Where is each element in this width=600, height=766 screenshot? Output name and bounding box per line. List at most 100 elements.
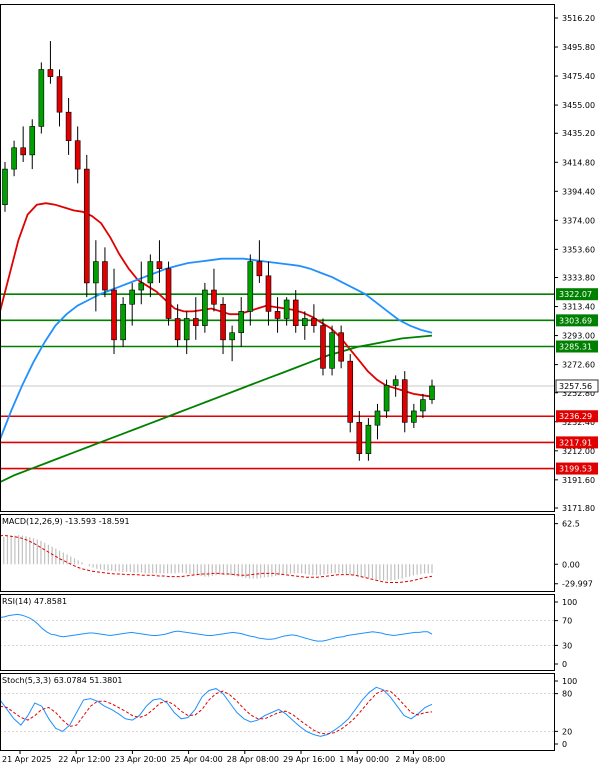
candle-body <box>202 289 208 326</box>
level-tag: 3303.69 <box>556 314 598 327</box>
price-tick-label: 3455.00 <box>562 101 595 110</box>
candle <box>320 318 326 376</box>
candle <box>211 268 217 312</box>
candle-body <box>320 325 326 369</box>
macd-tick-label: 62.5 <box>562 520 580 529</box>
candle <box>283 297 290 326</box>
candle-body <box>138 282 145 291</box>
candle <box>429 379 435 404</box>
moving-average-line <box>0 334 433 483</box>
price-tick-label: 3212.00 <box>562 447 595 456</box>
level-tag: 3236.29 <box>556 410 598 423</box>
stochastic-pane[interactable]: Stoch(5,3,3) 63.0784 51.3801 100 80 20 0 <box>0 676 577 749</box>
price-tick-label: 3313.40 <box>562 303 595 312</box>
level-tag-box <box>556 410 598 423</box>
candle <box>202 282 208 333</box>
level-tag: 3199.53 <box>556 462 598 475</box>
time-tick-label: 2 May 08:00 <box>395 755 445 764</box>
candle-body <box>2 168 8 205</box>
candle-body <box>383 385 390 412</box>
stochastic-title: Stoch(5,3,3) 63.0784 51.3801 <box>2 676 122 685</box>
level-tag-box <box>556 340 598 353</box>
level-tag-label: 3303.69 <box>559 316 592 325</box>
macd-tick-label: -29.997 <box>562 580 593 589</box>
candle <box>256 240 263 283</box>
candle-body <box>20 147 26 156</box>
price-pane[interactable]: 3516.20 3495.80 3475.40 3455.00 3435.20 3414.… <box>0 14 599 513</box>
candle <box>120 297 126 347</box>
price-axis: 3516.20 3495.80 3475.40 3455.00 3435.20 3414.… <box>554 14 595 513</box>
price-tick-label: 3333.80 <box>562 274 595 283</box>
candle-body <box>56 76 63 113</box>
candle <box>411 403 417 429</box>
macd-pane[interactable]: MACD(12,26,9) -13.593 -18.591 62.5 0.00 -2… <box>0 517 593 589</box>
candle-body <box>156 261 163 269</box>
candle-body <box>11 147 17 170</box>
moving-average-line <box>0 202 433 398</box>
price-tick-label: 3394.40 <box>562 187 595 196</box>
rsi-tick-label: 0 <box>562 660 567 669</box>
candle-body <box>74 140 81 170</box>
candle <box>374 403 381 440</box>
time-tick-label: 22 Apr 12:00 <box>58 755 110 764</box>
time-tick-label: 28 Apr 08:00 <box>227 755 279 764</box>
candle <box>401 371 408 433</box>
candle <box>356 410 363 461</box>
price-tick-label: 3374.00 <box>562 216 595 225</box>
candle <box>265 261 272 326</box>
candle <box>274 297 281 333</box>
candle <box>220 297 226 355</box>
candle <box>156 240 163 283</box>
candle-body <box>356 422 363 454</box>
time-tick-label: 25 Apr 04:00 <box>171 755 223 764</box>
price-tick-label: 3252.80 <box>562 389 595 398</box>
candle <box>347 354 354 433</box>
macd-tick-label: 0.00 <box>562 560 580 569</box>
candle-body <box>311 318 317 326</box>
level-tag-box <box>556 462 598 475</box>
candle <box>47 41 54 84</box>
candle <box>83 154 90 298</box>
current-price-label: 3257.56 <box>559 382 592 391</box>
candle-body <box>329 332 335 369</box>
price-tick-label: 3495.80 <box>562 43 595 52</box>
level-tag-label: 3199.53 <box>559 465 592 474</box>
price-tick-label: 3191.60 <box>562 476 595 485</box>
candle-body <box>247 261 254 312</box>
price-tick-label: 3293.00 <box>562 332 595 341</box>
candle-body <box>102 261 108 291</box>
candle <box>38 62 45 134</box>
candle <box>11 140 17 177</box>
macd-histogram <box>0 535 433 581</box>
rsi-tick-label: 100 <box>562 598 577 607</box>
rsi-pane[interactable]: RSI(14) 47.8581 100 70 30 0 <box>0 597 577 669</box>
stochastic-tick-label: 80 <box>562 690 572 699</box>
candle-body <box>265 275 272 312</box>
candle <box>65 97 72 155</box>
rsi-path <box>0 613 433 642</box>
candle <box>138 261 145 305</box>
candle <box>392 375 399 397</box>
candle-body <box>120 303 126 341</box>
price-tick-label: 3353.60 <box>562 245 595 254</box>
stochastic-k-path <box>0 686 433 737</box>
candle-body <box>29 126 36 156</box>
candle-body <box>365 424 372 454</box>
candle-body <box>129 289 135 305</box>
candle <box>238 297 245 347</box>
candle-body <box>283 299 290 319</box>
candle-body <box>183 318 190 341</box>
candle-body <box>165 268 172 319</box>
stochastic-lines <box>0 686 554 737</box>
candle <box>229 325 235 362</box>
macd-title: MACD(12,26,9) -13.593 -18.591 <box>2 517 130 526</box>
price-tick-label: 3171.80 <box>562 504 595 513</box>
candle-body <box>192 318 199 326</box>
level-tag: 3322.07 <box>556 288 598 301</box>
current-price-box <box>555 379 599 393</box>
rsi-frame <box>0 594 555 671</box>
candle-body <box>93 261 99 284</box>
candle-body <box>392 379 399 386</box>
rsi-tick-label: 70 <box>562 617 572 626</box>
